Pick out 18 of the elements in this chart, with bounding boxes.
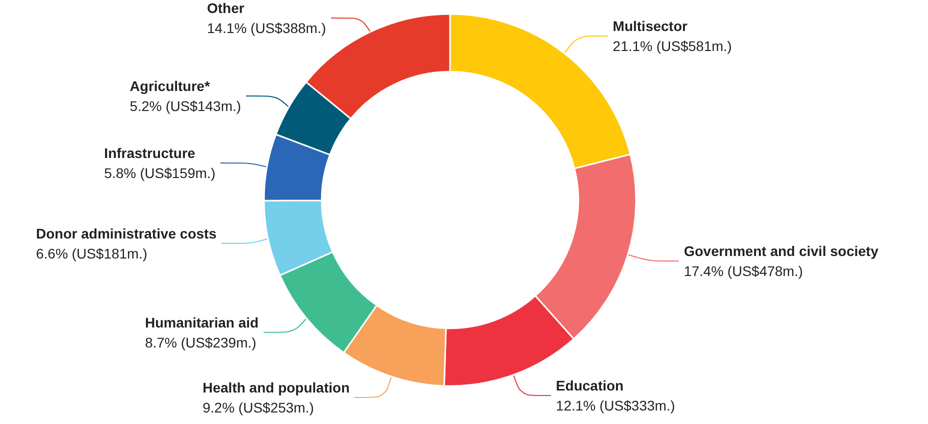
- data-label: 21.1% (US$581m.): [612, 38, 732, 54]
- slice-label: Health and population: [202, 379, 350, 396]
- data-label: 9.2% (US$253m.): [202, 399, 314, 416]
- data-label: 12.1% (US$333m.): [556, 398, 675, 414]
- slice-label: Other: [206, 0, 245, 16]
- slice-label: Humanitarian aid: [145, 314, 259, 330]
- data-label: 6.6% (US$181m.): [36, 245, 148, 262]
- data-label: 8.7% (US$239m.): [145, 334, 256, 350]
- data-label: 5.2% (US$143m.): [130, 98, 242, 114]
- slice-label: Donor administrative costs: [36, 225, 217, 242]
- data-label: 5.8% (US$159m.): [104, 165, 216, 182]
- slice-label: Agriculture*: [130, 78, 210, 94]
- slice-label: Multisector: [612, 18, 688, 34]
- slice-label: Government and civil society: [684, 243, 879, 260]
- data-label: 17.4% (US$478m.): [684, 263, 803, 280]
- slice-label: Infrastructure: [104, 145, 196, 162]
- slice-label: Education: [556, 378, 624, 394]
- data-label: 14.1% (US$388m.): [206, 20, 326, 36]
